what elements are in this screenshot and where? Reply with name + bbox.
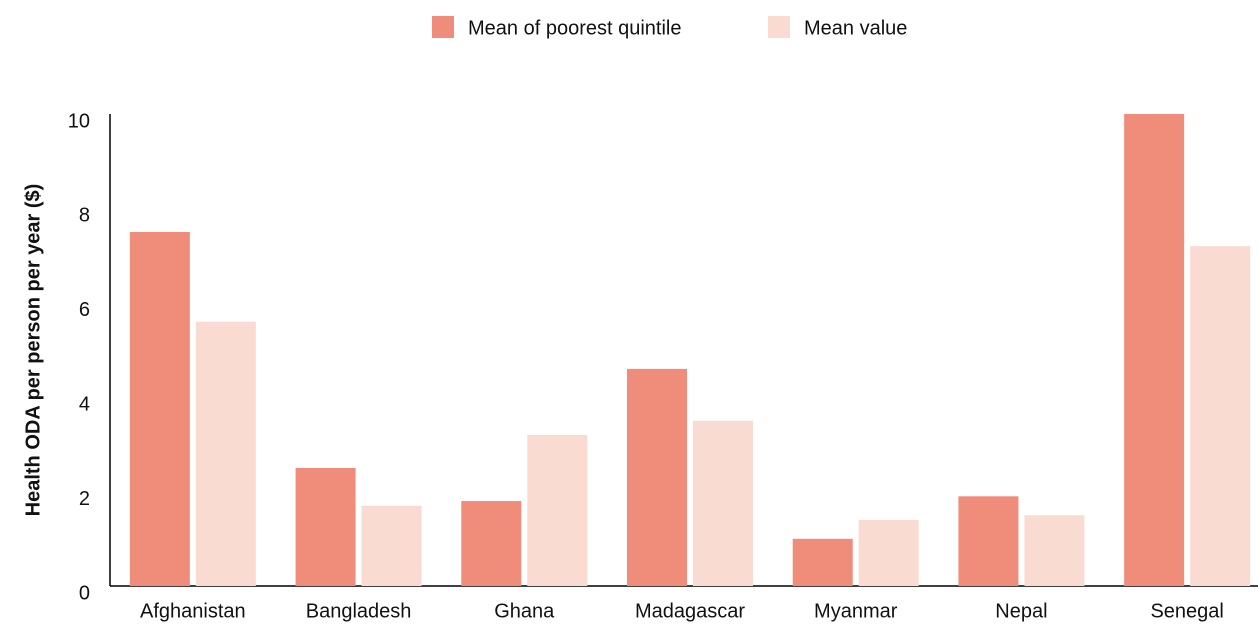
legend-swatch <box>768 16 790 38</box>
y-tick-label: 0 <box>79 582 90 604</box>
bar <box>792 538 853 586</box>
x-tick-label: Myanmar <box>814 600 898 622</box>
legend-swatch <box>432 16 454 38</box>
bar <box>958 496 1019 586</box>
y-axis-label: Health ODA per person per year ($) <box>22 184 44 517</box>
x-tick-label: Afghanistan <box>140 600 246 622</box>
bar <box>195 321 256 586</box>
x-tick-label: Ghana <box>494 600 555 622</box>
bar <box>527 434 588 586</box>
y-tick-label: 2 <box>79 488 90 510</box>
bar <box>361 505 422 586</box>
bar <box>1024 515 1085 586</box>
x-tick-label: Bangladesh <box>306 600 412 622</box>
bar <box>129 232 190 586</box>
bar <box>1124 114 1185 586</box>
bar <box>1190 246 1251 586</box>
legend-label: Mean value <box>804 17 907 39</box>
x-tick-label: Senegal <box>1150 600 1223 622</box>
bar <box>858 519 919 586</box>
bar <box>461 501 522 586</box>
legend-label: Mean of poorest quintile <box>468 17 681 39</box>
x-tick-label: Nepal <box>995 600 1047 622</box>
y-tick-label: 6 <box>79 299 90 321</box>
x-tick-label: Madagascar <box>635 600 745 622</box>
y-tick-label: 10 <box>68 110 90 132</box>
bar <box>295 468 356 586</box>
bar <box>627 368 687 586</box>
y-tick-label: 8 <box>79 205 90 227</box>
y-tick-label: 4 <box>79 393 90 415</box>
bar <box>693 420 753 586</box>
